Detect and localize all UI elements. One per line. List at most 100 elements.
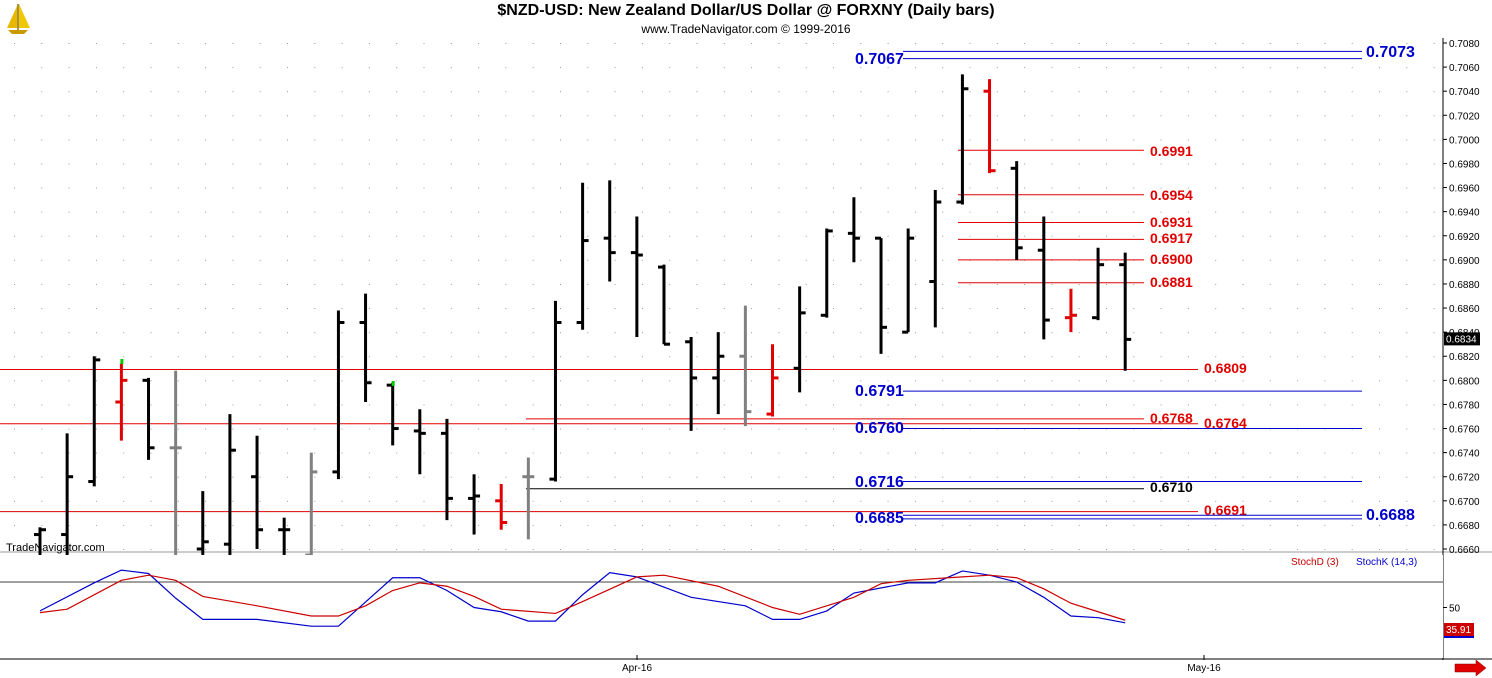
grid-dot — [368, 549, 370, 550]
grid-dot — [287, 356, 288, 358]
grid-dot — [68, 211, 70, 213]
grid-dot — [1106, 115, 1107, 117]
grid-dot — [68, 452, 70, 454]
grid-dot — [396, 115, 398, 117]
grid-dot — [587, 476, 589, 478]
ohlc-bar — [820, 228, 833, 318]
grid-dot — [1133, 524, 1135, 526]
grid-dot — [887, 524, 889, 526]
grid-dot — [805, 211, 807, 213]
grid-dot — [1297, 404, 1299, 406]
grid-dot — [778, 91, 780, 93]
grid-dot — [478, 139, 480, 141]
grid-dot — [1379, 139, 1380, 141]
grid-dot — [1242, 91, 1244, 93]
grid-dot — [341, 356, 343, 358]
grid-dot — [1133, 91, 1135, 93]
grid-dot — [560, 211, 561, 213]
grid-dot — [1406, 452, 1408, 454]
stoch-value-label: 35.91 — [1446, 625, 1471, 636]
grid-dot — [368, 163, 370, 165]
grid-dot — [423, 476, 425, 478]
grid-dot — [177, 211, 179, 213]
grid-dot — [505, 476, 507, 478]
grid-dot — [1106, 404, 1107, 406]
grid-dot — [1406, 259, 1408, 261]
grid-dot — [1078, 115, 1080, 117]
grid-dot — [669, 43, 671, 44]
grid-dot — [860, 283, 862, 285]
grid-dot — [287, 452, 288, 454]
ohlc-bar — [196, 491, 209, 556]
scroll-right-arrow-icon[interactable] — [1454, 659, 1487, 677]
grid-dot — [778, 235, 780, 237]
grid-dot — [368, 404, 370, 406]
grid-dot — [1379, 235, 1380, 237]
grid-dot — [478, 356, 480, 358]
grid-dot — [751, 187, 753, 189]
grid-dot — [68, 283, 70, 285]
grid-dot — [1406, 500, 1408, 502]
grid-dot — [423, 428, 425, 430]
grid-dot — [1078, 235, 1080, 237]
grid-dot — [1379, 115, 1380, 117]
grid-dot — [14, 332, 15, 334]
grid-dot — [1433, 139, 1435, 141]
grid-dot — [150, 356, 152, 358]
price-panel-bg — [0, 38, 1443, 552]
level-label: 0.6716 — [855, 474, 904, 491]
grid-dot — [1051, 187, 1053, 189]
grid-dot — [1269, 549, 1271, 550]
grid-dot — [669, 500, 671, 502]
grid-dot — [123, 452, 125, 454]
grid-dot — [232, 67, 234, 69]
grid-dot — [1379, 356, 1380, 358]
grid-dot — [833, 115, 834, 117]
grid-dot — [1242, 500, 1244, 502]
grid-dot — [614, 452, 616, 454]
grid-dot — [1242, 43, 1244, 44]
grid-dot — [14, 139, 15, 141]
grid-dot — [860, 115, 862, 117]
grid-dot — [1242, 549, 1244, 550]
grid-dot — [287, 139, 288, 141]
grid-dot — [860, 67, 862, 69]
grid-dot — [969, 235, 971, 237]
grid-dot — [41, 500, 43, 502]
grid-dot — [1051, 91, 1053, 93]
grid-dot — [942, 115, 944, 117]
grid-dot — [696, 187, 698, 189]
grid-dot — [641, 91, 643, 93]
grid-dot — [1433, 211, 1435, 213]
grid-dot — [669, 356, 671, 358]
grid-dot — [423, 404, 425, 406]
grid-dot — [232, 500, 234, 502]
grid-dot — [259, 332, 261, 334]
grid-dot — [1433, 67, 1435, 69]
grid-dot — [287, 524, 288, 526]
grid-dot — [1269, 187, 1271, 189]
grid-dot — [1406, 404, 1408, 406]
grid-dot — [641, 211, 643, 213]
grid-dot — [14, 187, 15, 189]
grid-dot — [368, 380, 370, 382]
grid-dot — [1297, 115, 1299, 117]
grid-dot — [860, 235, 862, 237]
grid-dot — [505, 332, 507, 334]
signal-marker — [391, 381, 395, 386]
grid-dot — [341, 500, 343, 502]
grid-dot — [641, 380, 643, 382]
grid-dot — [205, 187, 207, 189]
grid-dot — [1433, 380, 1435, 382]
grid-dot — [205, 139, 207, 141]
grid-dot — [177, 283, 179, 285]
grid-dot — [1351, 115, 1353, 117]
grid-dot — [41, 452, 43, 454]
y-tick-label: 0.6760 — [1449, 425, 1480, 436]
grid-dot — [368, 67, 370, 69]
grid-dot — [587, 404, 589, 406]
grid-dot — [1215, 332, 1217, 334]
grid-dot — [1324, 139, 1326, 141]
grid-dot — [177, 43, 179, 44]
grid-dot — [1379, 43, 1380, 44]
